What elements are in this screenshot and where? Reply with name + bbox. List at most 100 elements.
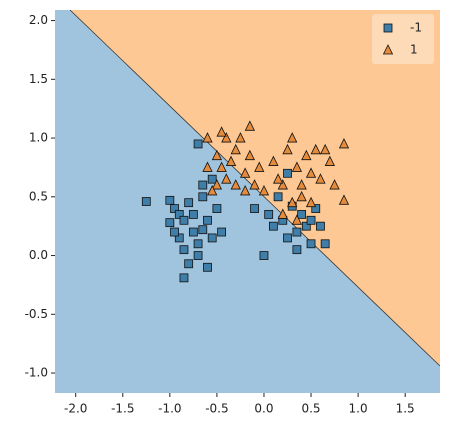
point	[221, 173, 232, 184]
point	[291, 161, 303, 172]
point	[211, 149, 223, 161]
point	[203, 215, 212, 225]
point	[258, 185, 270, 196]
point	[225, 155, 237, 166]
x-tick-label: 0.5	[301, 402, 320, 416]
point	[179, 273, 189, 283]
point	[202, 132, 213, 143]
point	[165, 218, 175, 228]
point	[301, 221, 311, 231]
x-tick-label: 1.0	[349, 402, 368, 416]
point	[305, 196, 317, 208]
point	[216, 126, 227, 137]
point	[272, 173, 284, 184]
point	[297, 210, 307, 219]
y-tick-label: -0.5	[25, 307, 48, 321]
y-tick-label: 1.5	[29, 72, 48, 86]
point	[259, 251, 269, 260]
x-tick-label: -1.5	[111, 402, 134, 416]
point	[250, 204, 259, 213]
point	[316, 221, 325, 231]
point	[170, 204, 179, 213]
point	[268, 155, 279, 166]
point	[184, 198, 194, 208]
y-tick-label: -1.0	[25, 366, 48, 380]
point	[296, 179, 307, 190]
point	[273, 192, 283, 202]
point	[235, 132, 246, 143]
x-tick-label: 0.0	[254, 402, 273, 416]
point	[296, 190, 307, 202]
point	[174, 210, 184, 219]
point	[383, 23, 393, 33]
point	[202, 161, 213, 172]
point	[174, 233, 184, 243]
point	[324, 155, 336, 166]
point	[244, 120, 256, 131]
point	[207, 233, 217, 243]
point	[315, 173, 326, 184]
y-tick-label: 1.0	[29, 131, 48, 145]
point	[306, 215, 316, 225]
point	[249, 179, 260, 190]
point	[221, 132, 232, 143]
point	[198, 180, 208, 190]
point	[311, 204, 321, 213]
point	[179, 245, 189, 255]
point	[292, 227, 302, 237]
point	[179, 215, 189, 225]
point	[170, 227, 179, 237]
point	[193, 139, 203, 149]
point	[287, 132, 298, 143]
point	[287, 196, 298, 208]
legend-label: 1	[410, 43, 418, 57]
point	[310, 143, 321, 155]
legend-box	[372, 14, 434, 64]
point	[216, 161, 227, 172]
point	[329, 179, 340, 190]
point	[165, 195, 175, 205]
point	[217, 227, 227, 237]
region-neg	[55, 10, 440, 393]
point	[230, 179, 241, 190]
point	[254, 161, 265, 172]
point	[292, 245, 302, 255]
point	[207, 174, 217, 184]
point	[338, 138, 350, 149]
point	[283, 233, 292, 243]
point	[188, 227, 198, 237]
point	[244, 149, 256, 161]
point	[184, 259, 194, 269]
point	[305, 167, 317, 178]
point	[188, 210, 198, 219]
y-tick-label: 0.5	[29, 189, 48, 203]
point	[212, 204, 222, 213]
point	[282, 143, 293, 155]
point	[277, 208, 288, 219]
y-tick-label: 0.0	[29, 248, 48, 262]
point	[283, 168, 292, 178]
x-tick-label: 1.5	[396, 402, 415, 416]
point	[211, 179, 223, 190]
point	[198, 192, 208, 202]
point	[239, 167, 251, 178]
point	[291, 214, 303, 225]
point	[320, 143, 331, 155]
point	[198, 225, 208, 235]
point	[193, 239, 203, 249]
legend-label: -1	[410, 21, 422, 35]
point	[264, 210, 274, 219]
x-tick-label: -2.0	[64, 402, 87, 416]
point	[207, 185, 218, 196]
point	[268, 221, 278, 231]
point	[382, 44, 394, 55]
point	[338, 194, 350, 205]
x-tick-label: -0.5	[205, 402, 228, 416]
point	[141, 197, 151, 206]
point	[306, 239, 316, 249]
x-tick-label: -1.0	[158, 402, 181, 416]
point	[301, 149, 312, 161]
point	[230, 143, 241, 155]
point	[320, 239, 330, 249]
